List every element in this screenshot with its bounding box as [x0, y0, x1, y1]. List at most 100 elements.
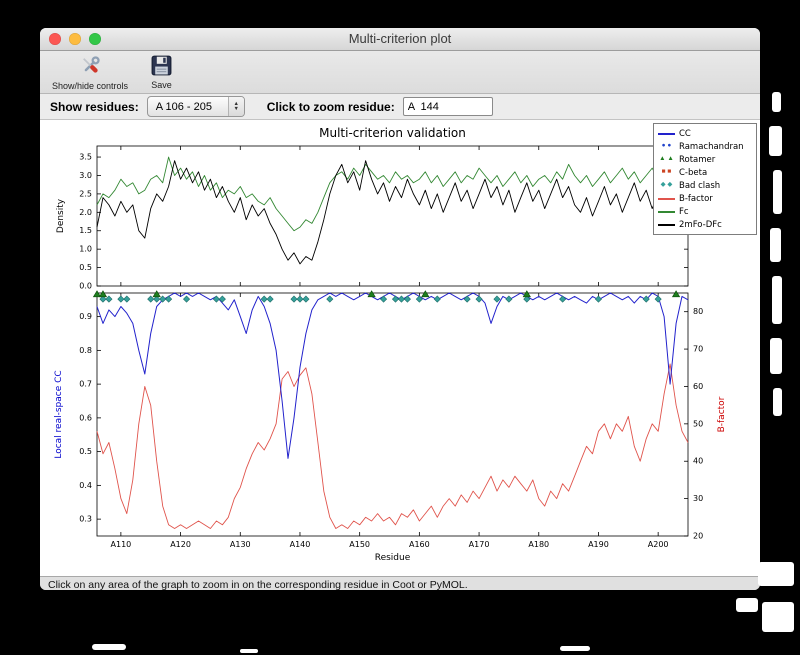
svg-text:A160: A160 [409, 540, 430, 549]
legend-circles-icon: ● ● [661, 142, 672, 150]
legend-item-2mfo-dfc: 2mFo-DFc [658, 218, 752, 231]
window-title: Multi-criterion plot [348, 31, 452, 46]
legend-item-fc: Fc [658, 205, 752, 218]
svg-text:A110: A110 [111, 540, 132, 549]
legend-item-rotamer: ▲ ▲ Rotamer [658, 153, 752, 166]
screen-artifact [92, 644, 126, 650]
screen-artifact [772, 92, 781, 112]
screen-artifact [758, 562, 794, 586]
legend-label: C-beta [679, 167, 708, 178]
svg-text:A140: A140 [290, 540, 311, 549]
screen-artifact [560, 646, 590, 651]
svg-text:A150: A150 [349, 540, 370, 549]
screen-artifact [772, 276, 782, 324]
svg-text:A200: A200 [648, 540, 669, 549]
show-hide-controls-label: Show/hide controls [52, 80, 129, 91]
svg-text:1.0: 1.0 [79, 245, 92, 254]
svg-text:0.6: 0.6 [79, 413, 92, 422]
zoom-residue-input[interactable] [402, 97, 493, 116]
svg-text:0.5: 0.5 [79, 263, 92, 272]
svg-text:A130: A130 [230, 540, 251, 549]
plot-area[interactable]: Multi-criterion validation 0.0 0.5 1.0 1.5 2.… [40, 120, 760, 576]
legend-label: Ramachandran [679, 141, 744, 152]
svg-text:50: 50 [693, 419, 703, 428]
legend-line-sample [658, 223, 675, 226]
show-residues-value: A 106 - 205 [155, 100, 212, 113]
svg-text:A180: A180 [528, 540, 549, 549]
svg-text:Local real-space CC: Local real-space CC [54, 370, 64, 458]
svg-text:A170: A170 [469, 540, 490, 549]
svg-text:0.0: 0.0 [79, 282, 92, 291]
svg-text:A120: A120 [170, 540, 191, 549]
legend-squares-icon: ■ ■ [661, 168, 672, 176]
legend-item-bad-clash: ◆ ◆ Bad clash [658, 179, 752, 192]
svg-text:Density: Density [56, 198, 66, 233]
svg-text:0.4: 0.4 [79, 481, 92, 490]
app-window: Multi-criterion plot Show/hide controls [40, 28, 760, 590]
legend-label: B-factor [679, 193, 713, 204]
svg-text:0.5: 0.5 [79, 447, 92, 456]
svg-text:70: 70 [693, 345, 703, 354]
svg-text:2.5: 2.5 [79, 189, 92, 198]
legend-line-sample [658, 210, 675, 213]
svg-text:80: 80 [693, 307, 703, 316]
legend-item-b-factor: B-factor [658, 192, 752, 205]
svg-text:20: 20 [693, 532, 703, 541]
svg-text:2.0: 2.0 [79, 208, 92, 217]
legend-label: Rotamer [679, 154, 716, 165]
show-hide-controls-button[interactable]: Show/hide controls [46, 51, 134, 93]
zoom-window-button[interactable] [89, 33, 101, 45]
window-titlebar[interactable]: Multi-criterion plot [40, 28, 760, 51]
show-residues-dropdown[interactable]: A 106 - 205 ▲ ▼ [146, 96, 245, 117]
svg-text:Multi-criterion validation: Multi-criterion validation [319, 126, 466, 140]
svg-text:0.3: 0.3 [79, 515, 92, 524]
screen-artifact [769, 126, 782, 156]
screen-artifact [736, 598, 758, 612]
legend-label: 2mFo-DFc [679, 219, 722, 230]
legend-triangles-icon: ▲ ▲ [659, 155, 674, 163]
svg-text:1.5: 1.5 [79, 226, 92, 235]
status-bar: Click on any area of the graph to zoom i… [40, 576, 760, 590]
legend-line-sample [658, 197, 675, 200]
legend-item-ramachandran: ● ● Ramachandran [658, 140, 752, 153]
svg-text:40: 40 [693, 457, 703, 466]
legend-label: Bad clash [679, 180, 721, 191]
legend-diamonds-icon: ◆ ◆ [660, 181, 673, 189]
screen-artifact [770, 338, 782, 374]
legend-item-cc: CC [658, 127, 752, 140]
svg-text:0.7: 0.7 [79, 380, 92, 389]
svg-text:Residue: Residue [375, 553, 411, 563]
svg-text:0.9: 0.9 [79, 312, 92, 321]
svg-text:60: 60 [693, 382, 703, 391]
svg-text:0.8: 0.8 [79, 346, 92, 355]
save-label: Save [151, 79, 172, 90]
legend-line-sample [658, 132, 675, 135]
screen-artifact [240, 649, 258, 653]
screen-artifact [773, 388, 782, 416]
minimize-button[interactable] [69, 33, 81, 45]
controls-bar: Show residues: A 106 - 205 ▲ ▼ Click to z… [40, 94, 760, 120]
svg-text:A190: A190 [588, 540, 609, 549]
save-button[interactable]: Save [144, 51, 179, 93]
svg-text:3.0: 3.0 [79, 171, 92, 180]
traffic-lights [49, 33, 101, 45]
multi-criterion-chart[interactable]: Multi-criterion validation 0.0 0.5 1.0 1.5 2.… [40, 120, 760, 576]
legend-label: Fc [679, 206, 689, 217]
svg-text:30: 30 [693, 494, 703, 503]
tools-icon [78, 53, 103, 80]
legend-label: CC [679, 128, 691, 139]
svg-text:3.5: 3.5 [79, 153, 92, 162]
status-text: Click on any area of the graph to zoom i… [48, 578, 468, 591]
show-residues-label: Show residues: [50, 99, 139, 114]
close-button[interactable] [49, 33, 61, 45]
svg-text:B-factor: B-factor [717, 396, 727, 432]
screen-artifact [770, 228, 781, 262]
toolbar: Show/hide controls Save [40, 51, 760, 94]
screen-artifact [762, 602, 794, 632]
save-icon [150, 54, 173, 79]
legend-item-c-beta: ■ ■ C-beta [658, 166, 752, 179]
zoom-residue-label: Click to zoom residue: [266, 99, 395, 114]
chart-legend: CC ● ● Ramachandran ▲ ▲ Rotamer ■ ■ C-beta ◆ ◆ B… [653, 123, 757, 235]
dropdown-stepper-icon: ▲ ▼ [227, 97, 244, 116]
screen-artifact [773, 170, 782, 214]
